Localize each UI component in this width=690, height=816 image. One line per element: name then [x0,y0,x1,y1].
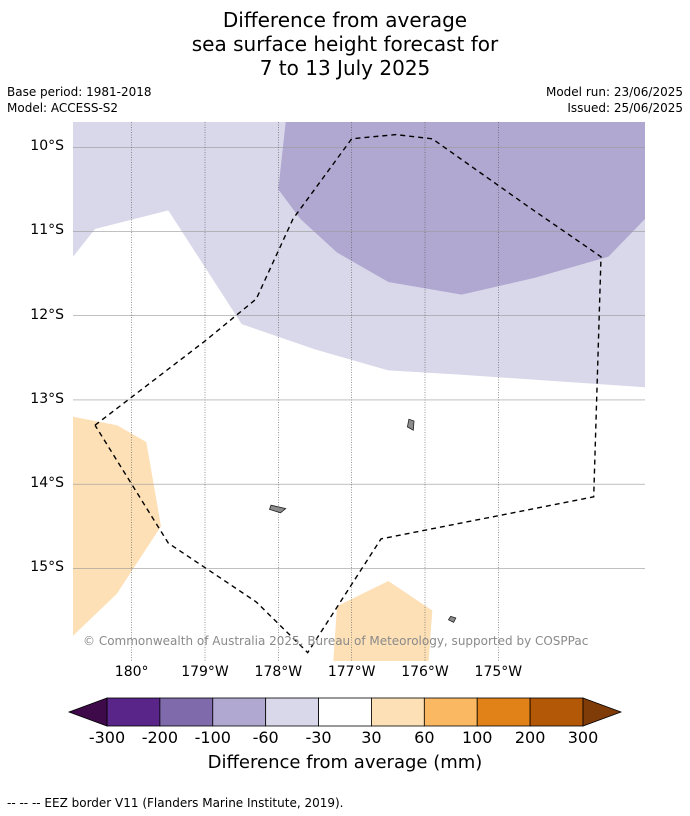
colorbar-segment [318,697,372,727]
colorbar-segment [423,697,478,727]
eez-border-line [94,133,602,654]
base-period: Base period: 1981-2018 [7,85,152,99]
title-line-2: sea surface height forecast for [191,32,499,56]
island-shape [268,504,287,514]
meta-right: Model run: 23/06/2025 Issued: 25/06/2025 [546,84,683,116]
colorbar-tick-label: 60 [414,728,435,747]
title-line-3: 7 to 13 July 2025 [259,56,431,80]
colorbar-tick-label: -300 [88,728,126,747]
model-run: Model run: 23/06/2025 [545,85,683,99]
lat-tick-label: 13°S [30,390,64,407]
colorbar-segment [212,697,267,727]
map-plot: © Commonwealth of Australia 2025, Bureau… [73,122,645,661]
colorbar-segment [476,697,531,727]
lon-tick-label: 178°W [254,664,303,680]
island-shape [447,615,457,623]
colorbar-tick-label: 30 [361,728,382,747]
lon-tick-label: 179°W [181,664,229,680]
eez-border-note: -- -- -- EEZ border V11 (Flanders Marine… [7,796,344,810]
colorbar-segment [371,697,425,727]
lon-tick-label: 180° [114,664,149,680]
colorbar-extend-low [67,697,108,727]
lat-tick-label: 14°S [30,475,64,492]
lon-tick-label: 176°W [401,664,449,680]
copyright-text: © Commonwealth of Australia 2025, Bureau… [83,634,588,648]
colorbar-tick-label: -200 [141,728,179,747]
lat-tick-label: 10°S [30,138,64,155]
colorbar-extend-high [582,697,623,727]
colorbar-tick-label: -30 [305,728,332,747]
colorbar-segment [159,697,214,727]
title-line-1: Difference from average [222,8,468,32]
colorbar-segment [265,697,319,727]
lat-tick-label: 15°S [30,559,64,576]
colorbar-tick-label: -60 [252,728,279,747]
colorbar-segment [106,697,161,727]
lon-tick-label: 177°W [327,664,376,680]
issued-date: Issued: 25/06/2025 [567,101,683,115]
lat-tick-label: 12°S [30,306,64,323]
colorbar-tick-label: -100 [194,728,231,747]
anomaly-region-3 [73,416,161,636]
model-name: Model: ACCESS-S2 [7,101,119,115]
meta-left: Base period: 1981-2018 Model: ACCESS-S2 [7,84,152,116]
chart-title: Difference from average sea surface heig… [0,8,690,80]
colorbar-tick-label: 100 [461,728,493,747]
lat-tick-label: 11°S [30,222,64,239]
anomaly-region-4 [333,581,433,661]
anomaly-region-2 [278,122,645,295]
colorbar-segment [529,697,584,727]
colorbar-tick-label: 300 [567,728,599,747]
colorbar-title: Difference from average (mm) [207,752,483,773]
lon-tick-label: 175°W [474,664,523,680]
island-shape [406,418,415,431]
colorbar-tick-label: 200 [514,728,546,747]
